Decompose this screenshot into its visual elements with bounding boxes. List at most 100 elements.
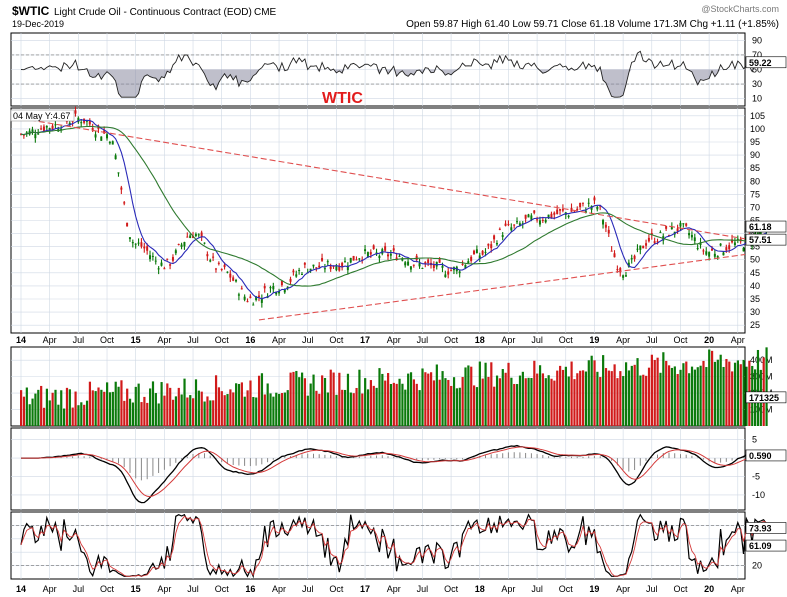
volume-bar xyxy=(536,373,539,426)
volume-bar xyxy=(699,365,702,426)
price-candle-body xyxy=(544,219,547,223)
volume-bar xyxy=(670,367,674,426)
price-candle-body xyxy=(653,241,656,244)
volume-bar xyxy=(475,387,479,426)
price-candle-body xyxy=(335,266,338,271)
volume-bar xyxy=(682,363,685,426)
volume-bar xyxy=(341,389,344,426)
price-candle-body xyxy=(295,274,298,277)
volume-bar xyxy=(573,379,576,426)
volume-bar xyxy=(415,383,418,426)
x-tick-label: 16 xyxy=(245,335,255,345)
price-candle-body xyxy=(424,262,427,264)
price-candle-body xyxy=(25,132,28,134)
volume-bar xyxy=(323,377,327,426)
price-candle-body xyxy=(708,252,711,257)
volume-bar xyxy=(478,361,481,426)
price-candle-body xyxy=(516,221,519,223)
x-tick-label: Apr xyxy=(387,584,401,594)
price-candle-body xyxy=(602,220,605,225)
volume-bar xyxy=(455,388,459,426)
ohlc-line: Open 59.87 High 61.40 Low 59.71 Close 61… xyxy=(406,19,779,30)
price-candle-body xyxy=(507,224,510,226)
volume-bar xyxy=(235,383,238,426)
volume-bar xyxy=(154,393,157,426)
price-candle-body xyxy=(556,209,559,214)
y-tick-label: 50 xyxy=(752,65,762,75)
y-tick-label: 85 xyxy=(750,163,760,173)
price-candle-body xyxy=(633,255,636,259)
volume-bar xyxy=(584,371,588,426)
price-candle-body xyxy=(80,122,83,124)
y-tick-label: 40 xyxy=(750,281,760,291)
y-tick-label: 30 xyxy=(750,307,760,317)
volume-bar xyxy=(407,373,410,426)
price-candle-body xyxy=(197,234,200,236)
volume-bar xyxy=(756,349,760,426)
volume-bar xyxy=(361,393,364,426)
volume-bar xyxy=(65,387,69,426)
price-candle-body xyxy=(616,269,619,271)
volume-bar xyxy=(553,380,556,426)
volume-bar xyxy=(111,391,114,426)
x-tick-label: Jul xyxy=(302,335,314,345)
volume-bar xyxy=(645,375,648,426)
volume-bar xyxy=(126,388,129,426)
volume-bar xyxy=(607,370,610,426)
volume-bar xyxy=(556,370,559,426)
volume-bar xyxy=(688,373,691,426)
volume-bar xyxy=(636,358,639,426)
price-candle-body xyxy=(736,238,739,241)
volume-bar xyxy=(447,379,450,426)
volume-bar xyxy=(358,369,361,426)
volume-bar xyxy=(516,384,519,426)
price-candle-body xyxy=(584,210,587,213)
price-panel: 253035404550556065707580859095100105 xyxy=(11,106,768,330)
y-tick-label: 25 xyxy=(750,320,760,330)
price-candle-body xyxy=(217,262,220,264)
price-candle-body xyxy=(223,264,226,268)
price-candle-body xyxy=(323,268,326,270)
volume-bar xyxy=(527,377,530,426)
volume-bar xyxy=(40,385,43,426)
price-candle-body xyxy=(246,301,249,303)
volume-bar xyxy=(298,377,301,426)
price-candle-body xyxy=(151,255,154,257)
price-candle-body xyxy=(444,274,447,278)
price-candle-body xyxy=(94,134,97,138)
volume-bar xyxy=(375,387,378,426)
price-candle-body xyxy=(409,266,412,270)
volume-bar xyxy=(180,394,183,426)
price-candle-body xyxy=(108,141,111,144)
volume-bar xyxy=(441,371,444,426)
price-candle-body xyxy=(642,245,645,249)
y-tick-label: 105 xyxy=(750,111,765,121)
volume-bar xyxy=(269,393,272,426)
x-tick-label: 16 xyxy=(245,584,255,594)
price-candle-body xyxy=(607,229,610,234)
price-candle-body xyxy=(174,250,177,254)
rsi-panel: 10 30 50 70 90 xyxy=(11,35,767,104)
price-candle-body xyxy=(541,220,544,222)
volume-bar xyxy=(662,352,665,426)
volume-bar xyxy=(137,383,140,426)
volume-bar xyxy=(100,389,103,426)
volume-bar xyxy=(541,373,545,426)
volume-bar xyxy=(123,400,126,426)
x-tick-label: Oct xyxy=(329,584,344,594)
price-candle-body xyxy=(685,223,688,226)
volume-bar xyxy=(518,375,522,426)
price-candle-body xyxy=(458,271,461,274)
price-candle-body xyxy=(252,304,255,306)
price-candle-body xyxy=(432,264,435,269)
volume-bar xyxy=(513,383,516,426)
volume-bar xyxy=(332,372,335,426)
price-candle-body xyxy=(450,270,453,272)
volume-bar xyxy=(398,378,401,426)
x-axis-bottom: 14 Apr Jul Oct 15 Apr Jul Oct 16 Apr Jul Oct 17 Apr Ju… xyxy=(16,584,745,594)
volume-bar xyxy=(676,374,679,426)
price-candle-body xyxy=(180,244,183,247)
volume-bar xyxy=(438,379,441,426)
price-candle-body xyxy=(636,248,639,250)
volume-bar xyxy=(619,371,622,426)
